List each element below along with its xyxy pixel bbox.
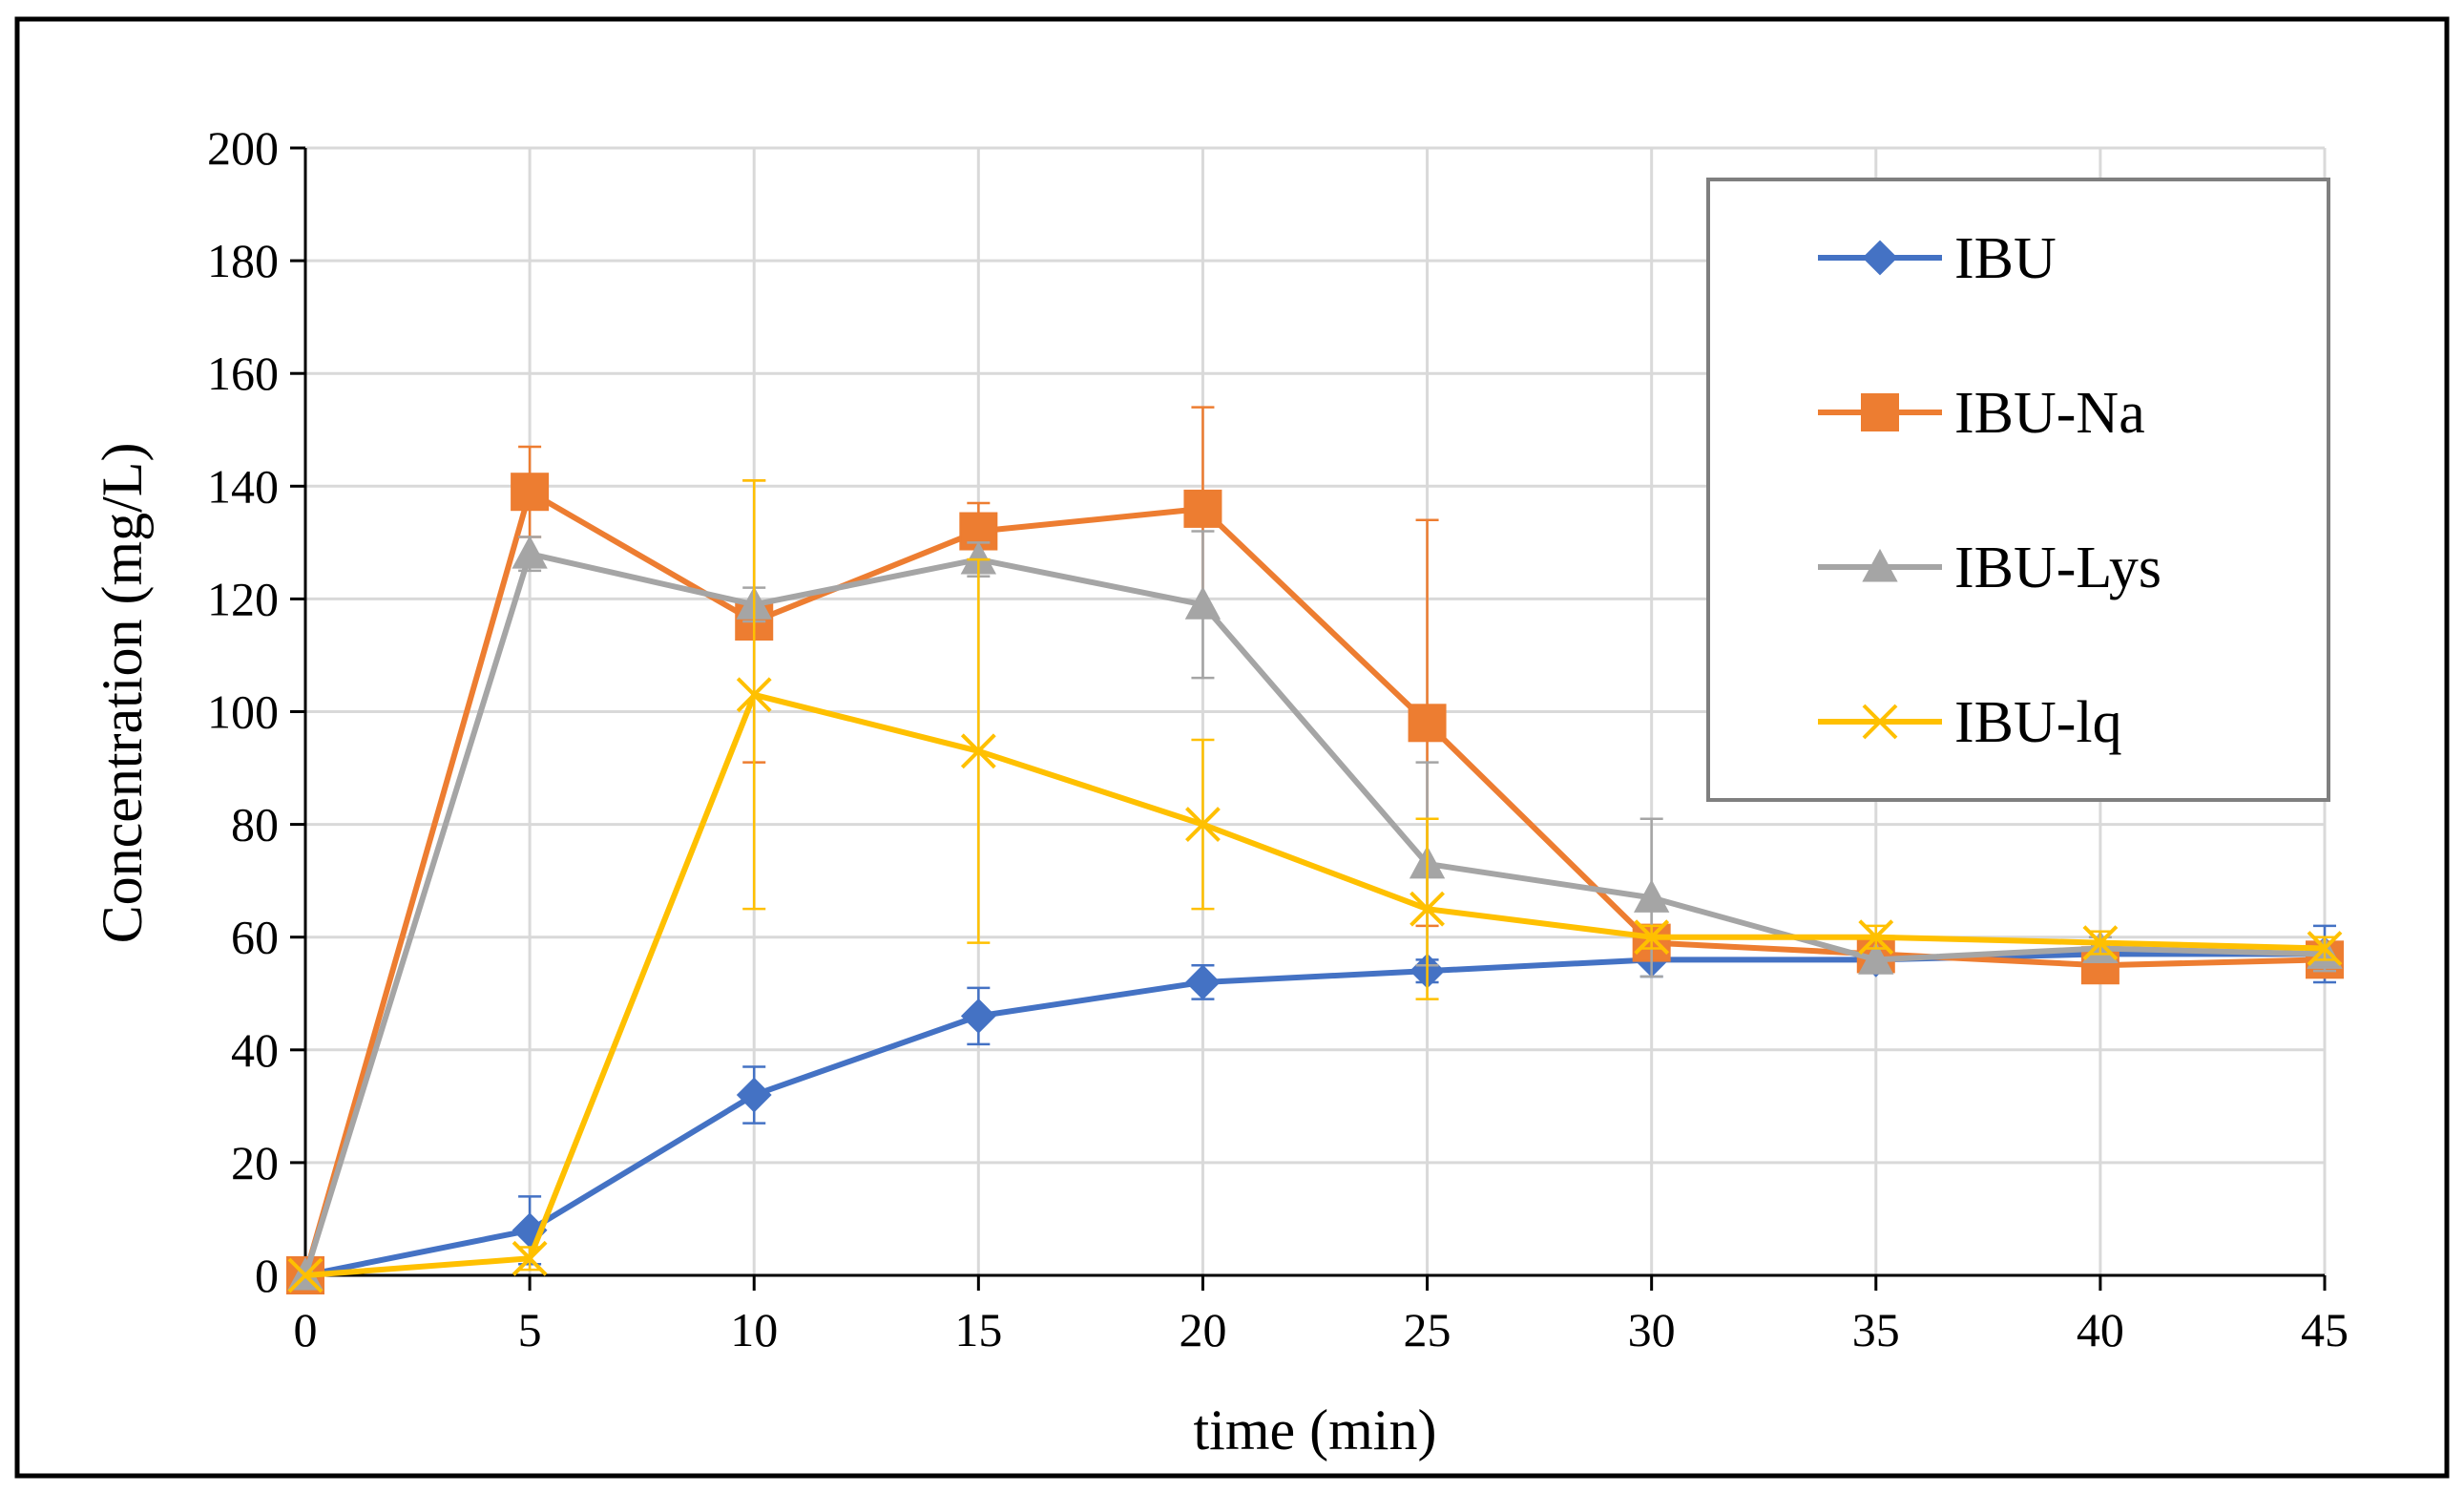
data-point-ibu-lys <box>1633 879 1670 913</box>
tick-labels: 0 20 40 60 80 100 120 140 160 180 200 0 5 10 15 20 25 30 3… <box>207 121 2349 1356</box>
series-ibu-lq <box>287 479 2343 1293</box>
y-tick-label: 80 <box>231 798 279 852</box>
legend-item-ibu-lq: IBU-lq <box>1818 690 2122 755</box>
x-axis-title: time (min) <box>1194 1398 1437 1461</box>
data-point-ibu-lq-stroke <box>1858 919 1894 956</box>
data-point-ibu-lq <box>287 1257 324 1293</box>
data-point-ibu-lys <box>1184 586 1222 620</box>
data-point-ibu-lq <box>960 733 996 769</box>
series-line-ibu-lys <box>303 551 2326 1276</box>
data-point-ibu <box>736 1077 772 1113</box>
x-tick-label: 0 <box>294 1303 318 1356</box>
x-tick-label: 45 <box>2301 1303 2349 1356</box>
series-line-ibu-na <box>303 489 2326 1276</box>
data-point-ibu-lq-stroke <box>736 677 772 713</box>
y-tick-label: 140 <box>207 459 279 513</box>
x-tick-label: 30 <box>1628 1303 1676 1356</box>
legend-item-ibu-lys: IBU-Lys <box>1818 536 2161 600</box>
legend-item-ibu-na: IBU-Na <box>1818 381 2145 446</box>
x-tick-label: 5 <box>518 1303 542 1356</box>
data-point-ibu-lq-stroke <box>2307 931 2343 966</box>
legend-label-ibu-lq: IBU-lq <box>1954 690 2122 755</box>
y-tick-label: 180 <box>207 234 279 287</box>
data-point-ibu-na <box>1408 704 1447 743</box>
y-tick-label: 0 <box>255 1249 279 1302</box>
series-group <box>286 406 2344 1294</box>
legend-box <box>1706 178 2330 802</box>
legend-label-ibu: IBU <box>1954 226 2057 291</box>
data-point-ibu <box>960 998 996 1034</box>
y-tick-label: 120 <box>207 572 279 625</box>
y-tick-label: 100 <box>207 685 279 739</box>
axes <box>290 146 2327 1291</box>
x-tick-label: 25 <box>1404 1303 1451 1356</box>
legend-label-ibu-lys: IBU-Lys <box>1954 536 2161 600</box>
data-point-ibu-lq <box>2307 931 2343 966</box>
data-point-ibu-lq <box>1634 919 1670 956</box>
data-point-ibu-lq <box>512 1240 548 1276</box>
data-point-ibu <box>1185 964 1221 1000</box>
y-tick-label: 60 <box>231 911 279 964</box>
legend-marker-ibu-lq <box>1862 704 1898 740</box>
data-point-ibu-lq-stroke <box>2082 925 2119 961</box>
data-point-ibu-lq-stroke <box>1409 891 1445 927</box>
data-point-ibu-lq-stroke <box>287 1257 324 1293</box>
legend-marker-ibu-lq-stroke <box>1862 704 1898 740</box>
y-axis-title: Concentration (mg/L) <box>91 443 154 944</box>
data-point-ibu-lq <box>1409 891 1445 927</box>
legend-marker-ibu-lys <box>1862 548 1898 582</box>
legend-item-ibu: IBU <box>1818 226 2057 291</box>
data-point-ibu-lq <box>1185 807 1221 843</box>
legend-marker-ibu-na <box>1861 393 1899 431</box>
data-point-ibu-lq <box>2082 925 2119 961</box>
y-tick-label: 200 <box>207 121 279 175</box>
legend: IBU IBU-Na IBU-Lys IBU-lq <box>1706 178 2330 802</box>
data-point-ibu-lq-stroke <box>1185 807 1221 843</box>
x-tick-label: 15 <box>954 1303 1002 1356</box>
y-tick-label: 20 <box>231 1136 279 1189</box>
data-point-ibu-lq <box>1858 919 1894 956</box>
x-tick-label: 40 <box>2077 1303 2124 1356</box>
y-tick-label: 160 <box>207 347 279 400</box>
data-point-ibu-lys <box>1858 941 1894 975</box>
x-tick-label: 20 <box>1179 1303 1226 1356</box>
data-point-ibu-lq <box>736 677 772 713</box>
series-line-ibu-lq <box>304 691 2326 1278</box>
data-point-ibu-lq-stroke <box>1634 919 1670 956</box>
x-tick-label: 10 <box>730 1303 778 1356</box>
data-point-ibu-na <box>511 473 550 512</box>
y-tick-label: 40 <box>231 1023 279 1077</box>
data-point-ibu-na <box>1183 489 1222 528</box>
legend-marker-ibu <box>1862 240 1898 276</box>
x-tick-label: 35 <box>1852 1303 1900 1356</box>
data-point-ibu-lq-stroke <box>960 733 996 769</box>
legend-label-ibu-na: IBU-Na <box>1954 381 2145 446</box>
data-point-ibu-lq-stroke <box>512 1240 548 1276</box>
data-point-ibu-lys <box>512 536 548 569</box>
